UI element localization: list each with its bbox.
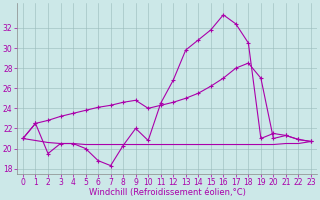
X-axis label: Windchill (Refroidissement éolien,°C): Windchill (Refroidissement éolien,°C)	[89, 188, 245, 197]
